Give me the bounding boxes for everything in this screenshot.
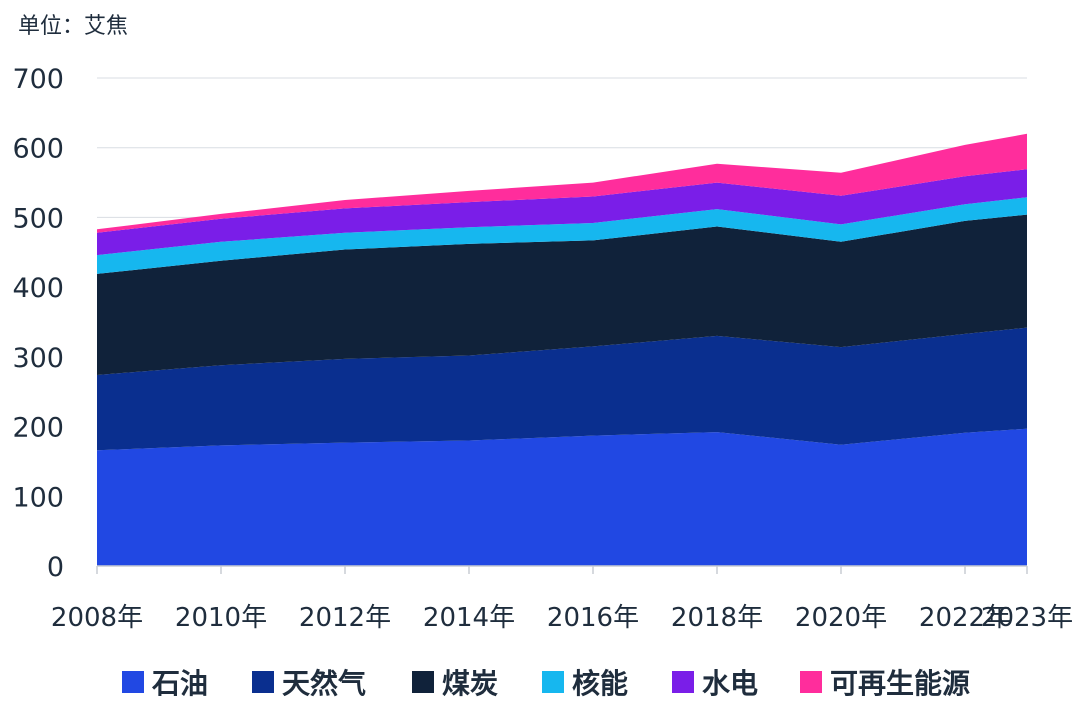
x-tick-label: 2014年 bbox=[423, 603, 515, 633]
area-series-3 bbox=[97, 197, 1027, 274]
area-series-5 bbox=[97, 133, 1027, 233]
y-tick-label: 300 bbox=[12, 343, 64, 374]
legend-swatch bbox=[122, 671, 144, 693]
legend-item: 水电 bbox=[672, 662, 758, 702]
legend-swatch bbox=[542, 671, 564, 693]
x-tick-label: 2018年 bbox=[671, 603, 763, 633]
x-tick-labels: 2008年 2010年 2012年 2014年 2016年 2018年 2020年 2022年… bbox=[51, 603, 1073, 633]
legend-item: 石油 bbox=[122, 662, 208, 702]
y-tick-label: 700 bbox=[12, 64, 64, 95]
x-tick-label: 2008年 bbox=[51, 603, 143, 633]
legend-label: 石油 bbox=[152, 667, 209, 700]
legend-label: 可再生能源 bbox=[830, 667, 971, 700]
legend-label: 煤炭 bbox=[442, 667, 499, 700]
y-tick-label: 400 bbox=[12, 273, 64, 304]
legend-swatch bbox=[412, 671, 434, 693]
y-tick-label: 500 bbox=[12, 203, 64, 234]
x-tick-label: 2023年 bbox=[981, 603, 1073, 633]
y-tick-labels: 0 100 200 300 400 500 600 700 bbox=[12, 64, 64, 583]
legend-swatch bbox=[672, 671, 694, 693]
y-tick-label: 100 bbox=[12, 482, 64, 513]
unit-label: 单位：艾焦 bbox=[18, 14, 129, 39]
x-tick-label: 2010年 bbox=[175, 603, 267, 633]
y-tick-label: 200 bbox=[12, 413, 64, 444]
legend-item: 煤炭 bbox=[412, 662, 498, 702]
x-tick-label: 2012年 bbox=[299, 603, 391, 633]
y-tick-label: 0 bbox=[47, 552, 64, 583]
area-series-2 bbox=[97, 214, 1027, 375]
area-series-4 bbox=[97, 169, 1027, 256]
legend-label: 核能 bbox=[572, 667, 629, 700]
x-tick-label: 2022年 bbox=[919, 603, 1011, 633]
legend-label: 水电 bbox=[702, 667, 759, 700]
legend-item: 核能 bbox=[542, 662, 628, 702]
legend-swatch bbox=[800, 671, 822, 693]
stacked-areas bbox=[97, 133, 1027, 566]
area-series-1 bbox=[97, 327, 1027, 451]
axes bbox=[96, 565, 1028, 574]
legend-swatch bbox=[252, 671, 274, 693]
legend: 石油 天然气 煤炭 核能 水电 可再生能源 bbox=[0, 662, 1080, 706]
legend-item: 天然气 bbox=[252, 662, 366, 702]
x-tick-label: 2020年 bbox=[795, 603, 887, 633]
x-tick-label: 2016年 bbox=[547, 603, 639, 633]
area-series-0 bbox=[97, 428, 1027, 566]
y-tick-label: 600 bbox=[12, 134, 64, 165]
legend-item: 可再生能源 bbox=[800, 662, 970, 702]
legend-label: 天然气 bbox=[282, 667, 367, 700]
